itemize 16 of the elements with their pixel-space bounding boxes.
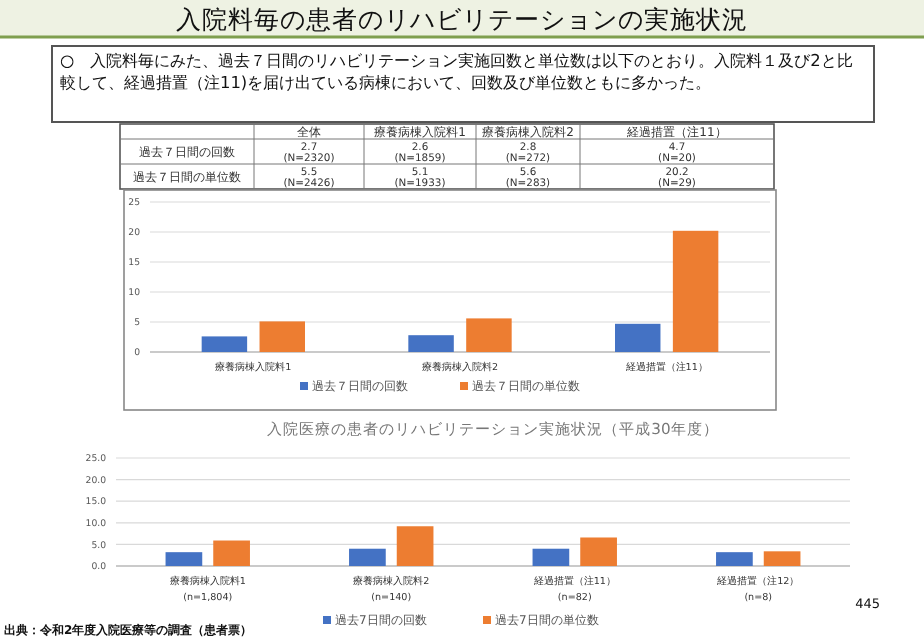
bar	[259, 321, 305, 352]
bar	[466, 318, 512, 352]
bar	[201, 336, 248, 352]
bar	[580, 537, 617, 566]
bar	[672, 230, 719, 352]
text: ○ 入院料毎にみた、過去７日間のリハビリテーション実施回数と単位数は以下のとおり。入院料１及び2と比較して、経過措置（注11)を届け出ている病棟において、回数及び単位数ともに多かった。	[60, 50, 855, 93]
bar	[532, 548, 570, 566]
bar	[165, 552, 203, 566]
bar	[408, 335, 454, 352]
bar	[716, 552, 753, 566]
bar	[615, 323, 661, 352]
bar	[396, 526, 434, 566]
bar	[763, 551, 801, 566]
bar	[213, 540, 250, 566]
text: 入院料毎の患者のリハビリテーションの実施状況	[176, 4, 748, 34]
bar	[349, 548, 386, 566]
